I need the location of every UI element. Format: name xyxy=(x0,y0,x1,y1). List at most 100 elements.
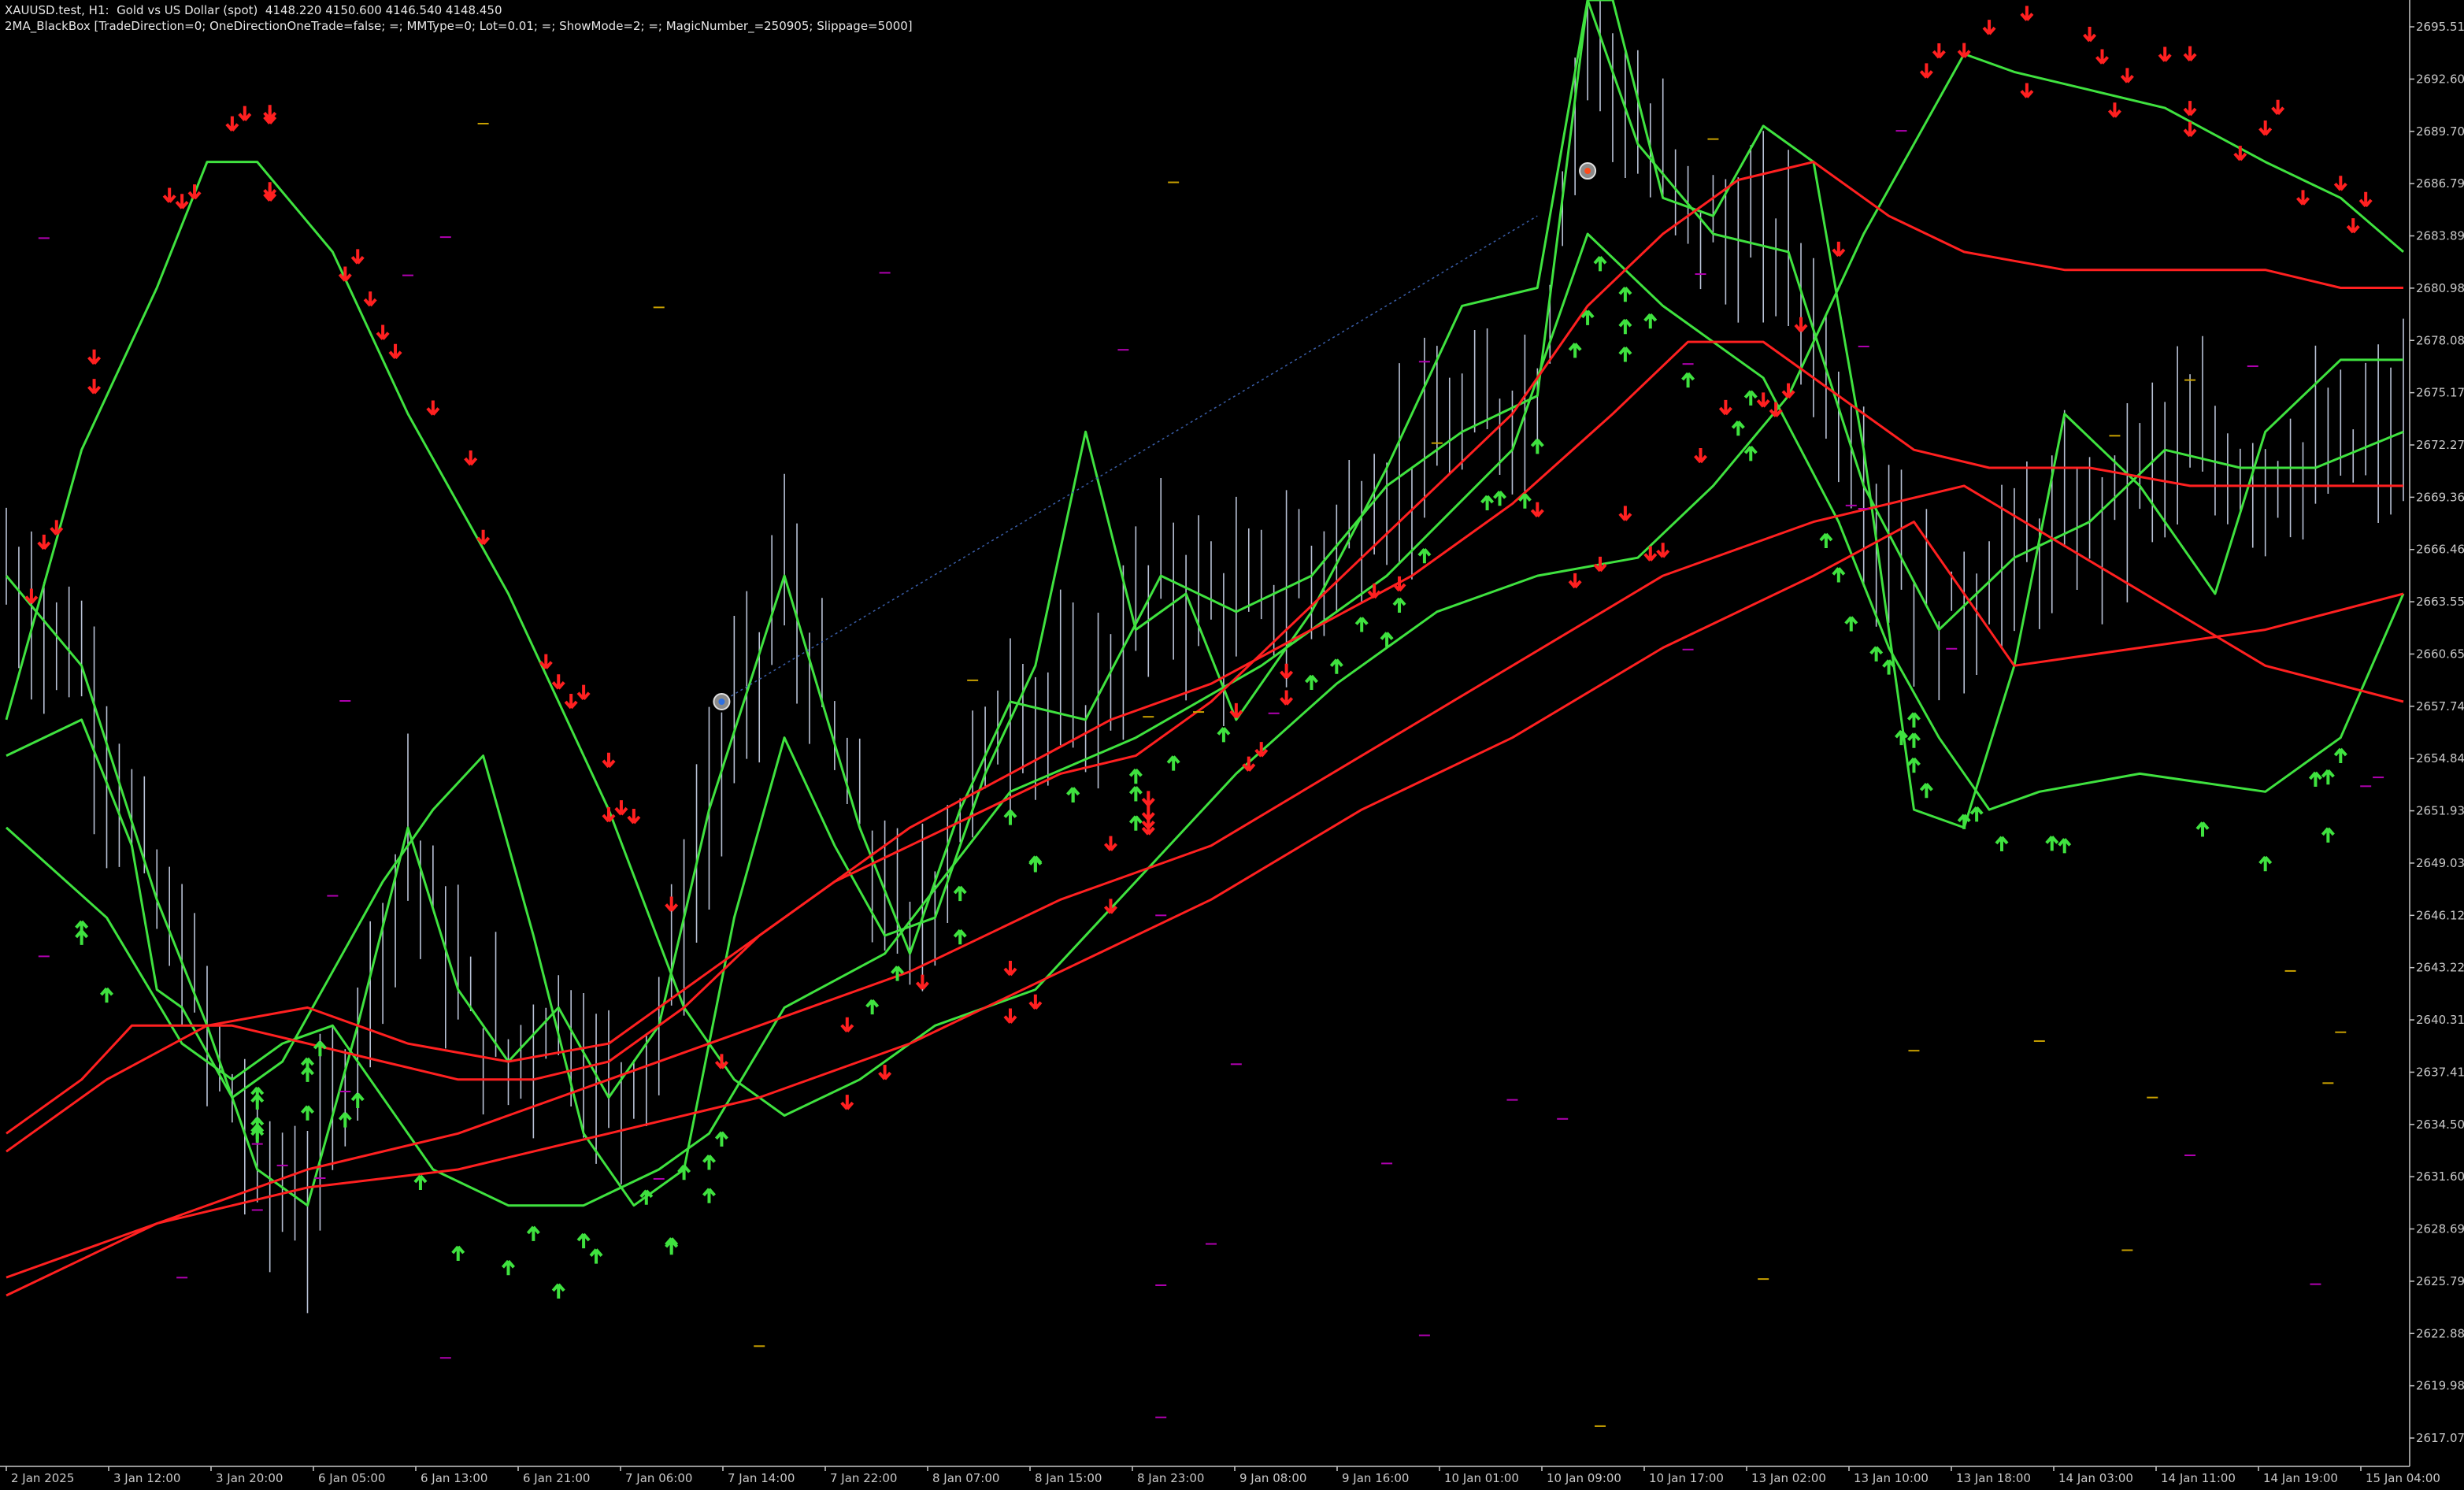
buy-arrow-icon xyxy=(1304,674,1318,691)
arrow-shape xyxy=(2195,821,2210,837)
sell-arrow-icon xyxy=(1769,402,1783,417)
arrow-shape xyxy=(225,116,239,132)
arrow-shape xyxy=(953,885,967,902)
buy-arrow-icon xyxy=(313,1040,327,1057)
price-tick-label: 2695.510 xyxy=(2416,20,2464,34)
sell-arrow-icon xyxy=(238,106,252,121)
buy-arrow-icon xyxy=(2195,821,2210,837)
buy-arrow-icon xyxy=(677,1164,691,1181)
arrow-shape xyxy=(1919,63,1933,79)
arrow-shape xyxy=(1003,960,1017,977)
sell-arrow-icon xyxy=(602,752,616,769)
sell-arrow-icon xyxy=(350,249,365,265)
arrow-shape xyxy=(2107,102,2121,118)
arrow-shape xyxy=(1141,805,1155,821)
price-tick-label: 2640.315 xyxy=(2416,1013,2464,1027)
arrow-shape xyxy=(1003,1008,1017,1024)
sell-arrow-icon xyxy=(564,693,578,710)
sell-arrow-icon xyxy=(2233,146,2247,161)
buy-arrow-icon xyxy=(665,1239,679,1255)
sell-arrow-icon xyxy=(263,105,277,120)
arrow-shape xyxy=(1618,347,1632,362)
arrow-shape xyxy=(300,1105,314,1121)
arrow-shape xyxy=(915,974,929,990)
buy-arrow-icon xyxy=(1593,256,1607,272)
price-tick-label: 2678.080 xyxy=(2416,333,2464,347)
sell-arrow-icon xyxy=(388,343,402,360)
sell-arrow-icon xyxy=(24,588,39,604)
buy-arrow-icon xyxy=(1895,729,1909,746)
sell-arrow-icon xyxy=(2346,218,2360,234)
arrow-shape xyxy=(1819,532,1833,549)
sell-arrow-icon xyxy=(2083,27,2097,43)
sell-arrow-icon xyxy=(614,800,628,816)
indicator-lines-layer xyxy=(5,0,2405,1297)
buy-arrow-icon xyxy=(1128,786,1143,802)
arrow-shape xyxy=(551,1283,565,1299)
sell-arrow-icon xyxy=(1781,383,1795,398)
buy-arrow-icon xyxy=(1517,493,1532,509)
arrow-shape xyxy=(1957,43,1971,58)
sell-arrow-icon xyxy=(1103,836,1117,851)
buy-arrow-icon xyxy=(1731,420,1745,436)
sell-arrow-icon xyxy=(1932,43,1946,59)
buy-arrow-icon xyxy=(702,1155,716,1170)
arrow-shape xyxy=(665,896,679,912)
sell-arrow-icon xyxy=(602,806,616,823)
arrow-shape xyxy=(1882,659,1896,675)
sell-arrow-icon xyxy=(426,400,440,416)
time-tick-label: 8 Jan 07:00 xyxy=(932,1471,999,1485)
buy-arrow-icon xyxy=(1493,490,1507,506)
arrow-shape xyxy=(1919,782,1933,799)
sell-arrow-icon xyxy=(1141,805,1155,821)
price-tick-label: 2663.555 xyxy=(2416,595,2464,609)
sell-arrow-icon xyxy=(338,266,352,282)
sell-arrow-icon xyxy=(1530,502,1544,517)
time-tick-label: 10 Jan 17:00 xyxy=(1649,1471,1724,1485)
time-tick-label: 14 Jan 03:00 xyxy=(2058,1471,2133,1485)
arrow-shape xyxy=(162,187,176,203)
price-axis: 2695.510 2692.605 2689.700 2686.795 2683.890… xyxy=(2410,20,2464,1445)
arrow-shape xyxy=(1969,806,1984,822)
arrow-shape xyxy=(187,184,202,200)
sell-arrow-icon xyxy=(576,684,591,701)
sell-arrow-icon xyxy=(2183,46,2197,61)
time-tick-label: 3 Jan 20:00 xyxy=(216,1471,283,1485)
time-tick-label: 15 Jan 04:00 xyxy=(2366,1471,2440,1485)
buy-arrow-icon xyxy=(250,1127,265,1143)
arrow-shape xyxy=(2095,49,2110,65)
sell-arrow-icon xyxy=(1103,899,1117,914)
arrow-shape xyxy=(238,106,252,121)
arrow-shape xyxy=(1530,439,1544,454)
buy-arrow-icon xyxy=(1618,286,1632,302)
buy-arrow-icon xyxy=(551,1283,565,1299)
buy-arrow-icon xyxy=(1995,836,2009,851)
arrow-shape xyxy=(1141,820,1155,836)
arrow-shape xyxy=(2158,46,2172,62)
arrow-shape xyxy=(451,1245,465,1262)
arrow-shape xyxy=(87,349,102,365)
arrow-shape xyxy=(2120,68,2134,83)
sell-arrow-icon xyxy=(1832,241,1846,258)
buy-arrow-icon xyxy=(1743,446,1758,461)
arrow-shape xyxy=(263,182,277,198)
sell-arrow-icon xyxy=(1280,690,1294,706)
price-tick-label: 2672.270 xyxy=(2416,438,2464,452)
arrow-shape xyxy=(338,1112,352,1128)
buy-arrow-icon xyxy=(1919,782,1933,799)
sell-arrow-icon xyxy=(476,529,491,546)
arrow-shape xyxy=(1743,446,1758,461)
arrow-shape xyxy=(87,379,102,395)
sell-arrow-icon xyxy=(2095,49,2110,65)
arrow-shape xyxy=(714,1054,728,1069)
sell-arrow-icon xyxy=(627,809,641,825)
price-tick-label: 2617.075 xyxy=(2416,1431,2464,1445)
arrow-shape xyxy=(363,291,377,307)
sell-arrow-icon xyxy=(225,116,239,132)
arrow-shape xyxy=(2333,747,2347,764)
arrow-shape xyxy=(1141,791,1155,806)
arrow-shape xyxy=(1718,399,1732,416)
trade-marker-icon xyxy=(1579,162,1597,180)
